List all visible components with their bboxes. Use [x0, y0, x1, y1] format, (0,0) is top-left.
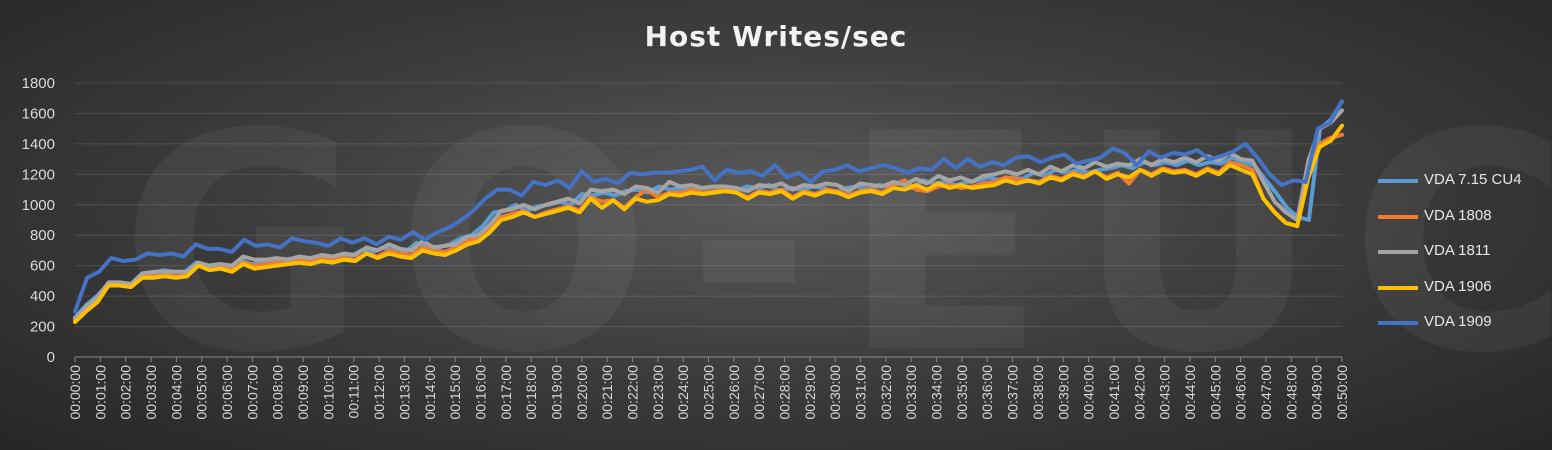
- x-tick-label: 00:35:00: [954, 365, 970, 420]
- y-tick-label: 1000: [22, 197, 55, 214]
- x-tick-label: 00:06:00: [219, 365, 235, 420]
- y-tick-label: 800: [30, 227, 55, 244]
- x-tick-label: 00:09:00: [295, 365, 311, 420]
- x-tick-label: 00:23:00: [650, 365, 666, 420]
- y-tick-label: 1600: [22, 105, 55, 122]
- x-tick-label: 00:36:00: [979, 365, 995, 420]
- x-tick-label: 00:41:00: [1106, 365, 1122, 420]
- legend-item: VDA 1811: [1378, 241, 1548, 261]
- legend-swatch: [1378, 321, 1418, 325]
- x-tick-label: 00:19:00: [548, 365, 564, 420]
- x-tick-label: 00:30:00: [827, 365, 843, 420]
- x-tick-label: 00:26:00: [726, 365, 742, 420]
- x-tick-label: 00:29:00: [802, 365, 818, 420]
- legend-item: VDA 7.15 CU4: [1378, 170, 1548, 190]
- x-tick-label: 00:46:00: [1233, 365, 1249, 420]
- chart-title: Host Writes/sec: [644, 20, 908, 53]
- x-tick-label: 00:48:00: [1283, 365, 1299, 420]
- x-tick-label: 00:27:00: [751, 365, 767, 420]
- series-line-vda-1906: [73, 123, 1344, 324]
- legend-label: VDA 1811: [1424, 242, 1491, 259]
- x-tick-label: 00:21:00: [599, 365, 615, 420]
- x-tick-label: 00:31:00: [853, 365, 869, 420]
- legend-swatch: [1378, 250, 1418, 254]
- x-tick-label: 00:24:00: [675, 365, 691, 420]
- x-tick-label: 00:03:00: [143, 365, 159, 420]
- x-tick-label: 00:40:00: [1081, 365, 1097, 420]
- legend-label: VDA 1906: [1424, 277, 1492, 295]
- x-tick-label: 00:13:00: [396, 365, 412, 420]
- x-tick-label: 00:42:00: [1131, 365, 1147, 420]
- x-tick-label: 00:07:00: [244, 365, 260, 420]
- x-tick-label: 00:17:00: [498, 365, 514, 420]
- x-tick-label: 00:18:00: [523, 365, 539, 420]
- y-tick-label: 600: [30, 258, 55, 275]
- x-tick-label: 00:00:00: [67, 365, 83, 420]
- x-tick-label: 00:05:00: [194, 365, 210, 420]
- gridlines: [75, 82, 1342, 358]
- x-tick-label: 00:50:00: [1334, 365, 1350, 420]
- series-line-vda-1909: [73, 99, 1344, 314]
- y-axis-ticks: 0 200 400 600 800 1000 1200 1400 1600 1800: [22, 75, 55, 366]
- legend-swatch: [1378, 214, 1418, 219]
- legend-item: VDA 1909: [1378, 312, 1548, 332]
- x-tick-label: 00:47:00: [1258, 365, 1274, 420]
- y-tick-label: 1800: [22, 75, 55, 92]
- legend-label: VDA 7.15 CU4: [1424, 171, 1522, 188]
- x-tick-label: 00:12:00: [371, 365, 387, 420]
- x-tick-label: 00:11:00: [346, 365, 362, 419]
- series-line-vda-7-15-cu4: [73, 99, 1344, 320]
- x-tick-label: 00:28:00: [777, 365, 793, 420]
- x-tick-label: 00:14:00: [422, 365, 438, 420]
- y-tick-label: 400: [30, 288, 55, 305]
- y-tick-label: 200: [30, 319, 55, 336]
- x-tick-label: 00:43:00: [1157, 365, 1173, 420]
- series-line-vda-1811: [73, 108, 1344, 321]
- x-tick-label: 00:08:00: [270, 365, 286, 420]
- x-tick-label: 00:20:00: [574, 365, 590, 420]
- x-tick-label: 00:02:00: [118, 365, 134, 420]
- y-tick-label: 0: [47, 349, 55, 366]
- x-tick-label: 00:10:00: [320, 365, 336, 420]
- y-tick-label: 1200: [22, 166, 55, 183]
- x-tick-label: 00:01:00: [92, 365, 108, 420]
- x-tick-label: 00:45:00: [1207, 365, 1223, 420]
- x-tick-label: 00:33:00: [903, 365, 919, 420]
- x-tick-label: 00:15:00: [447, 365, 463, 420]
- legend-item: VDA 1906: [1378, 277, 1548, 297]
- x-tick-label: 00:32:00: [878, 365, 894, 420]
- x-tick-label: 00:04:00: [168, 365, 184, 420]
- legend-swatch: [1378, 285, 1418, 290]
- x-tick-label: 00:38:00: [1030, 365, 1046, 420]
- x-tick-label: 00:44:00: [1182, 365, 1198, 420]
- x-axis-ticks: 00:00:00 00:01:00 00:02:00 00:03:00 00:04:00…: [67, 357, 1350, 420]
- x-tick-label: 00:16:00: [472, 365, 488, 420]
- legend-swatch: [1378, 179, 1418, 183]
- x-tick-label: 00:49:00: [1309, 365, 1325, 420]
- legend-label: VDA 1808: [1424, 206, 1492, 224]
- y-tick-label: 1400: [22, 136, 55, 153]
- x-tick-label: 00:37:00: [1005, 365, 1021, 420]
- series-lines: [73, 99, 1344, 324]
- x-tick-label: 00:22:00: [624, 365, 640, 420]
- legend-label: VDA 1909: [1424, 313, 1492, 330]
- x-tick-label: 00:25:00: [701, 365, 717, 420]
- x-tick-label: 00:39:00: [1055, 365, 1071, 420]
- x-tick-label: 00:34:00: [929, 365, 945, 420]
- legend-item: VDA 1808: [1378, 206, 1548, 226]
